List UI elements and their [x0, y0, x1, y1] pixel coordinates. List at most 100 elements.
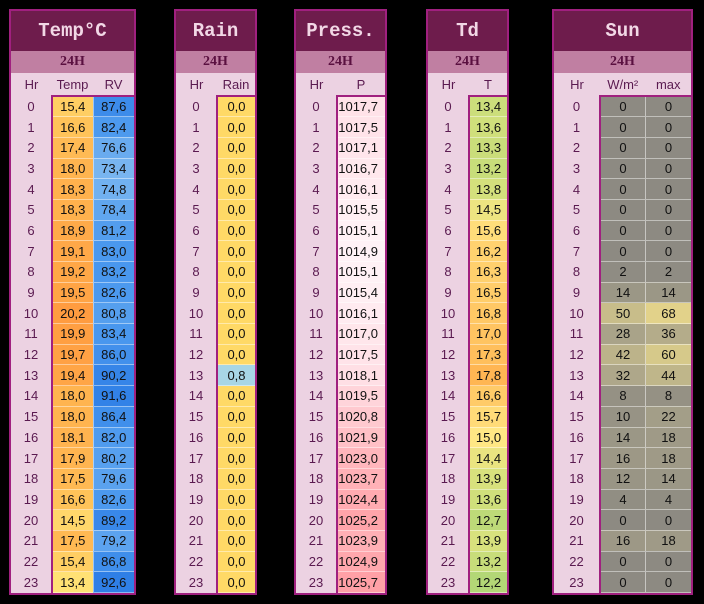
hour-cell: 16: [440, 429, 456, 445]
period-label: 24H: [176, 51, 255, 73]
value-cell: 1024,9: [336, 551, 385, 573]
value-cell: 18,3: [51, 199, 93, 221]
hour-cell: 22: [308, 553, 324, 569]
value-cell: 13,9: [468, 530, 507, 552]
table-row: 23 13,4 92,6: [11, 571, 134, 593]
value-cell: 0: [645, 220, 691, 242]
value-cell: 17,3: [468, 344, 507, 366]
value-cell: 13,4: [468, 95, 507, 118]
column-header: Temp: [56, 76, 89, 92]
table-row: 4 18,3 74,8: [11, 178, 134, 200]
hour-cell: 7: [192, 243, 200, 259]
hour-cell: 18: [440, 471, 456, 487]
table-row: 21 13,9: [428, 530, 507, 552]
table-row: 22 0 0: [554, 551, 691, 573]
table-row: 3 1016,7: [296, 158, 385, 180]
table-row: 22 0,0: [176, 551, 255, 573]
hour-cell: 14: [440, 388, 456, 404]
table-row: 14 8 8: [554, 385, 691, 407]
value-cell: 1025,2: [336, 509, 385, 531]
value-cell: 0,8: [216, 364, 255, 387]
hour-cell: 9: [192, 285, 200, 301]
table-row: 5 0,0: [176, 199, 255, 221]
hour-cell: 3: [572, 160, 581, 176]
table-row: 19 4 4: [554, 489, 691, 511]
value-cell: 0: [645, 509, 691, 531]
table-row: 19 16,6 82,6: [11, 489, 134, 511]
hour-cell: 1: [312, 119, 320, 135]
table-row: 16 14 18: [554, 427, 691, 449]
hour-cell: 9: [444, 285, 452, 301]
table-row: 20 0 0: [554, 509, 691, 531]
value-cell: 12,7: [468, 509, 507, 531]
value-cell: 0,0: [216, 178, 255, 200]
value-cell: 2: [599, 261, 646, 283]
hour-cell: 3: [444, 160, 452, 176]
table-row: 10 20,2 80,8: [11, 302, 134, 325]
table-row: 14 16,6: [428, 385, 507, 407]
value-cell: 16,6: [468, 385, 507, 407]
value-cell: 82,6: [92, 489, 134, 511]
value-cell: 1016,7: [336, 158, 385, 180]
value-cell: 0: [645, 178, 691, 200]
table-row: 2 13,3: [428, 137, 507, 159]
table-row: 19 0,0: [176, 489, 255, 511]
value-cell: 1015,1: [336, 220, 385, 242]
hour-cell: 2: [444, 140, 452, 156]
hour-cell: 12: [440, 347, 456, 363]
value-cell: 1017,1: [336, 137, 385, 159]
table-row: 5 18,3 78,4: [11, 199, 134, 221]
value-cell: 4: [645, 489, 691, 511]
hour-cell: 23: [23, 574, 39, 590]
value-cell: 18,3: [51, 178, 93, 200]
table-row: 7 1014,9: [296, 240, 385, 262]
value-cell: 1024,4: [336, 489, 385, 511]
value-cell: 16: [599, 447, 646, 469]
hour-cell: 5: [27, 202, 35, 218]
hour-cell: 7: [27, 243, 35, 259]
value-cell: 80,8: [92, 302, 134, 325]
value-cell: 1023,7: [336, 468, 385, 490]
sun-panel: Sun 24H Hr W/m² max 0 0 0 1 0 0 2 0 0 3 0 0 4 0 0 5 0 0 6 0 0 7 0 0 8…: [552, 9, 693, 595]
hour-cell: 6: [192, 222, 200, 238]
value-cell: 17,9: [51, 447, 93, 469]
value-cell: 1021,9: [336, 427, 385, 449]
value-cell: 0,0: [216, 220, 255, 242]
hour-cell: 15: [308, 409, 324, 425]
data-table: Hr W/m² max 0 0 0 1 0 0 2 0 0 3 0 0 4 0 0 5 0 0 6 0 0 7 0 0 8 2 2 9 14 1…: [554, 73, 691, 593]
hour-cell: 10: [308, 305, 324, 321]
hour-cell: 0: [312, 98, 320, 114]
rain-panel: Rain 24H Hr Rain 0 0,0 1 0,0 2 0,0 3 0,0 4 0,0 5 0,0 6 0,…: [174, 9, 257, 595]
value-cell: 0,0: [216, 468, 255, 490]
table-row: 18 13,9: [428, 468, 507, 490]
value-cell: 90,2: [92, 364, 134, 387]
hour-cell: 15: [569, 409, 584, 425]
value-cell: 19,2: [51, 261, 93, 283]
value-cell: 8: [645, 385, 691, 407]
hour-cell: 2: [312, 140, 320, 156]
table-row: 8 0,0: [176, 261, 255, 283]
value-cell: 86,4: [92, 406, 134, 428]
table-row: 11 19,9 83,4: [11, 323, 134, 345]
hour-cell: 16: [23, 429, 39, 445]
hour-cell: 9: [312, 285, 320, 301]
hour-cell: 1: [192, 119, 200, 135]
table-row: 8 16,3: [428, 261, 507, 283]
value-cell: 91,6: [92, 385, 134, 407]
table-row: 0 13,4: [428, 95, 507, 118]
value-cell: 16: [599, 530, 646, 552]
value-cell: 36: [645, 323, 691, 345]
value-cell: 0,0: [216, 344, 255, 366]
value-cell: 0,0: [216, 447, 255, 469]
value-cell: 0: [645, 240, 691, 262]
hour-cell: 0: [444, 98, 452, 114]
value-cell: 0: [599, 551, 646, 573]
table-row: 0 1017,7: [296, 95, 385, 118]
value-cell: 14: [645, 282, 691, 304]
value-cell: 18: [645, 530, 691, 552]
hour-cell: 14: [23, 388, 39, 404]
value-cell: 0: [599, 571, 646, 593]
column-header: Hr: [570, 77, 584, 92]
table-row: 7 19,1 83,0: [11, 240, 134, 262]
